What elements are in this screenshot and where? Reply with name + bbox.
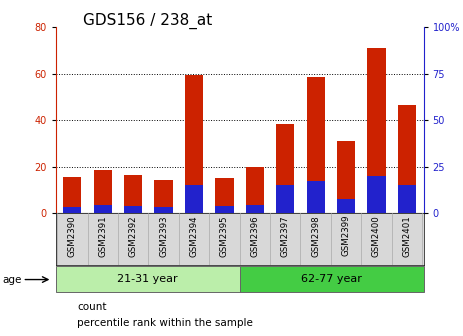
Text: 62-77 year: 62-77 year bbox=[301, 274, 362, 284]
Text: GSM2395: GSM2395 bbox=[220, 215, 229, 257]
Text: GSM2396: GSM2396 bbox=[250, 215, 259, 257]
Text: GDS156 / 238_at: GDS156 / 238_at bbox=[83, 12, 213, 29]
Text: GSM2400: GSM2400 bbox=[372, 215, 381, 257]
Bar bbox=[307, 181, 325, 213]
Bar bbox=[337, 199, 355, 213]
Bar bbox=[367, 48, 386, 213]
Text: GSM2392: GSM2392 bbox=[129, 215, 138, 257]
Text: age: age bbox=[2, 275, 22, 285]
Bar bbox=[240, 266, 424, 292]
Text: GSM2397: GSM2397 bbox=[281, 215, 290, 257]
Bar bbox=[276, 185, 294, 213]
Text: 21-31 year: 21-31 year bbox=[117, 274, 178, 284]
Bar bbox=[276, 124, 294, 213]
Bar bbox=[307, 77, 325, 213]
Bar bbox=[94, 170, 112, 213]
Bar bbox=[215, 178, 233, 213]
Text: GSM2391: GSM2391 bbox=[98, 215, 107, 257]
Bar bbox=[94, 205, 112, 213]
Text: percentile rank within the sample: percentile rank within the sample bbox=[77, 318, 253, 328]
Bar bbox=[337, 141, 355, 213]
Bar bbox=[155, 207, 173, 213]
Bar bbox=[124, 175, 142, 213]
Text: GSM2398: GSM2398 bbox=[311, 215, 320, 257]
Bar bbox=[185, 75, 203, 213]
Bar bbox=[63, 177, 81, 213]
Text: GSM2390: GSM2390 bbox=[68, 215, 77, 257]
Text: GSM2401: GSM2401 bbox=[402, 215, 412, 257]
Bar bbox=[398, 105, 416, 213]
Bar bbox=[63, 207, 81, 213]
Text: GSM2393: GSM2393 bbox=[159, 215, 168, 257]
Bar bbox=[185, 185, 203, 213]
Bar bbox=[155, 179, 173, 213]
Text: GSM2399: GSM2399 bbox=[342, 215, 350, 256]
Bar bbox=[56, 266, 240, 292]
Bar bbox=[246, 167, 264, 213]
Text: GSM2394: GSM2394 bbox=[189, 215, 199, 257]
Text: count: count bbox=[77, 302, 107, 312]
Bar bbox=[246, 205, 264, 213]
Bar bbox=[215, 206, 233, 213]
Bar bbox=[367, 176, 386, 213]
Bar bbox=[398, 185, 416, 213]
Bar bbox=[124, 206, 142, 213]
